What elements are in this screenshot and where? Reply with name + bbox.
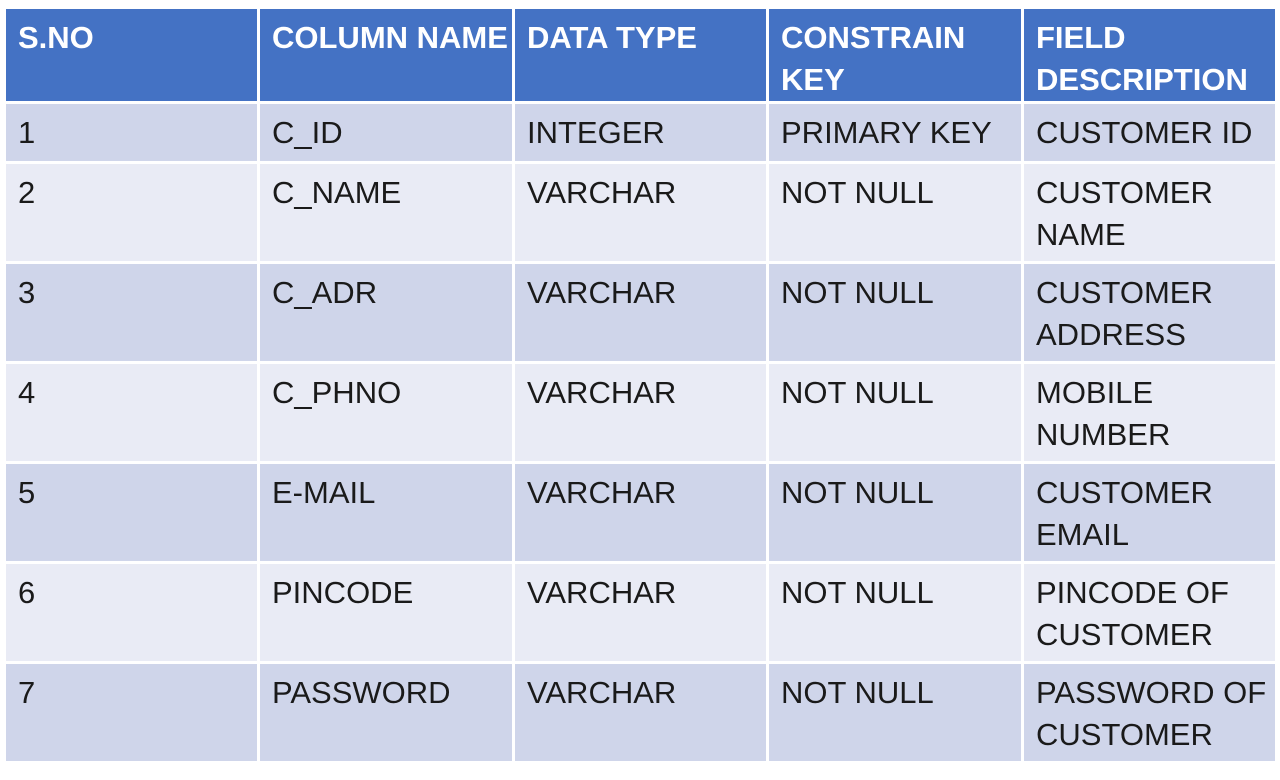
cell-column-name: C_ID — [257, 101, 515, 164]
table-body: 1 C_ID INTEGER PRIMARY KEY CUSTOMER ID 2… — [3, 101, 1278, 764]
table-row: 6 PINCODE VARCHAR NOT NULL PINCODE OF CU… — [3, 561, 1278, 664]
cell-data-type: VARCHAR — [512, 561, 769, 664]
header-sno: S.NO — [3, 6, 260, 104]
cell-data-type: VARCHAR — [512, 461, 769, 564]
cell-column-name: PASSWORD — [257, 661, 515, 764]
cell-column-name: PINCODE — [257, 561, 515, 664]
cell-column-name: C_NAME — [257, 161, 515, 264]
cell-constrain-key: NOT NULL — [766, 561, 1024, 664]
header-field-description: FIELD DESCRIPTION — [1021, 6, 1278, 104]
header-constrain-key: CONSTRAIN KEY — [766, 6, 1024, 104]
cell-sno: 2 — [3, 161, 260, 264]
cell-constrain-key: NOT NULL — [766, 261, 1024, 364]
header-row: S.NO COLUMN NAME DATA TYPE CONSTRAIN KEY… — [3, 6, 1278, 104]
header-column-name: COLUMN NAME — [257, 6, 515, 104]
cell-field-description: CUSTOMER EMAIL — [1021, 461, 1278, 564]
cell-field-description: CUSTOMER NAME — [1021, 161, 1278, 264]
cell-sno: 7 — [3, 661, 260, 764]
cell-column-name: E-MAIL — [257, 461, 515, 564]
cell-constrain-key: NOT NULL — [766, 661, 1024, 764]
table-row: 2 C_NAME VARCHAR NOT NULL CUSTOMER NAME — [3, 161, 1278, 264]
cell-constrain-key: PRIMARY KEY — [766, 101, 1024, 164]
cell-sno: 1 — [3, 101, 260, 164]
cell-sno: 4 — [3, 361, 260, 464]
cell-constrain-key: NOT NULL — [766, 361, 1024, 464]
cell-field-description: CUSTOMER ADDRESS — [1021, 261, 1278, 364]
customer-table: S.NO COLUMN NAME DATA TYPE CONSTRAIN KEY… — [3, 6, 1278, 764]
cell-field-description: MOBILE NUMBER — [1021, 361, 1278, 464]
cell-data-type: VARCHAR — [512, 161, 769, 264]
table-row: 5 E-MAIL VARCHAR NOT NULL CUSTOMER EMAIL — [3, 461, 1278, 564]
cell-data-type: INTEGER — [512, 101, 769, 164]
cell-constrain-key: NOT NULL — [766, 161, 1024, 264]
cell-data-type: VARCHAR — [512, 261, 769, 364]
table-row: 1 C_ID INTEGER PRIMARY KEY CUSTOMER ID — [3, 101, 1278, 164]
cell-column-name: C_PHNO — [257, 361, 515, 464]
cell-field-description: PINCODE OF CUSTOMER — [1021, 561, 1278, 664]
table-row: 7 PASSWORD VARCHAR NOT NULL PASSWORD OF … — [3, 661, 1278, 764]
table-row: 4 C_PHNO VARCHAR NOT NULL MOBILE NUMBER — [3, 361, 1278, 464]
cell-field-description: PASSWORD OF CUSTOMER — [1021, 661, 1278, 764]
cell-field-description: CUSTOMER ID — [1021, 101, 1278, 164]
cell-data-type: VARCHAR — [512, 661, 769, 764]
cell-sno: 5 — [3, 461, 260, 564]
cell-data-type: VARCHAR — [512, 361, 769, 464]
table-row: 3 C_ADR VARCHAR NOT NULL CUSTOMER ADDRES… — [3, 261, 1278, 364]
table-header: S.NO COLUMN NAME DATA TYPE CONSTRAIN KEY… — [3, 6, 1278, 104]
customer-table-container: S.NO COLUMN NAME DATA TYPE CONSTRAIN KEY… — [3, 6, 1278, 764]
cell-sno: 3 — [3, 261, 260, 364]
header-data-type: DATA TYPE — [512, 6, 769, 104]
cell-constrain-key: NOT NULL — [766, 461, 1024, 564]
cell-sno: 6 — [3, 561, 260, 664]
cell-column-name: C_ADR — [257, 261, 515, 364]
